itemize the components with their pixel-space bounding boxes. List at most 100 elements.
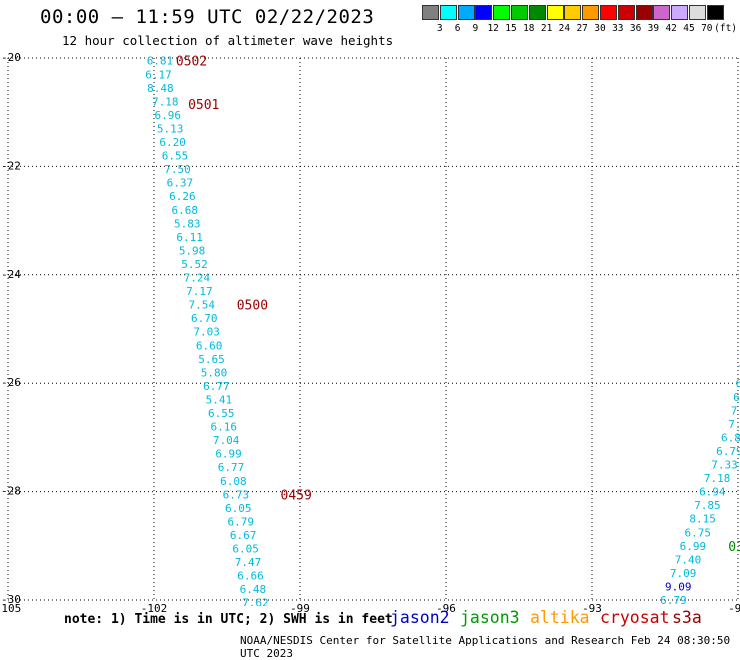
credit-line: NOAA/NESDIS Center for Satellite Applica… (240, 634, 731, 660)
color-swatch (528, 5, 546, 20)
wave-height-value: 6.37 (167, 177, 194, 190)
wave-height-value: 6.50 (736, 377, 740, 390)
time-label: 0500 (237, 299, 268, 314)
wave-height-value: 6.79 (716, 445, 740, 458)
wave-height-value: 6.77 (218, 461, 245, 474)
wave-height-value: 7.85 (694, 499, 721, 512)
y-tick-label: -26 (1, 376, 21, 389)
satellite-altika: altika (530, 608, 590, 627)
x-tick-label: -99 (290, 602, 310, 615)
wave-height-value: 7.04 (213, 434, 240, 447)
wave-height-value: 6.67 (230, 529, 256, 542)
wave-height-value: 6.79 (227, 515, 254, 528)
color-scale-label: 45 (683, 23, 695, 34)
y-tick-label: -22 (1, 159, 21, 172)
x-tick-label: -105 (0, 602, 21, 615)
color-swatch (439, 5, 457, 20)
color-scale-label: 21 (540, 23, 553, 34)
color-swatch (493, 5, 511, 20)
color-scale-label: 6 (454, 23, 461, 34)
color-scale-label: 9 (472, 23, 479, 34)
wave-height-value: 9.09 (665, 580, 692, 593)
wave-height-value: 6.17 (145, 68, 172, 81)
wave-height-value: 7.24 (184, 272, 211, 285)
satellite-s3a: s3a (672, 608, 702, 627)
wave-height-value: 7.46 (728, 418, 740, 431)
wave-height-value: 6.05 (225, 502, 252, 515)
color-swatch (689, 5, 706, 20)
satellite-jason3: jason3 (460, 608, 520, 627)
wave-height-value: 6.77 (203, 380, 230, 393)
time-label: 0502 (176, 55, 207, 70)
color-swatch (511, 5, 528, 20)
wave-height-value: 6.66 (237, 570, 264, 583)
wave-height-value: 6.05 (232, 543, 259, 556)
chart-subtitle: 12 hour collection of altimeter wave hei… (62, 33, 394, 48)
wave-height-value: 5.80 (201, 366, 228, 379)
wave-height-value: 6.79 (660, 594, 687, 607)
color-swatch (706, 5, 724, 20)
wave-height-value: 6.16 (210, 421, 237, 434)
wave-height-value: 6.68 (172, 204, 199, 217)
wave-height-value: 6.11 (176, 231, 203, 244)
wave-height-value: 5.98 (179, 244, 206, 257)
wave-height-value: 6.48 (240, 583, 266, 596)
wave-height-value: 7.18 (704, 472, 731, 485)
color-scale-label: 30 (594, 23, 606, 34)
wave-height-value: 7.40 (675, 553, 702, 566)
color-swatch (475, 5, 493, 20)
wave-height-value: 6.26 (169, 190, 196, 203)
wave-height-value: 7.47 (235, 556, 262, 569)
wave-height-value: 7.09 (670, 567, 697, 580)
wave-height-value: 6.60 (196, 339, 223, 352)
x-tick-label: -102 (141, 602, 168, 615)
color-scale-label: 39 (647, 23, 660, 34)
wave-height-value: 7.33 (711, 459, 738, 472)
wave-height-value: 7.62 (242, 597, 269, 610)
color-swatch (582, 5, 600, 20)
color-swatch (671, 5, 689, 20)
y-tick-label: -30 (1, 593, 21, 606)
wave-height-value: 7.12 (731, 404, 740, 417)
wave-height-value: 6.55 (208, 407, 235, 420)
x-tick-label: -90 (728, 602, 740, 615)
wave-height-value: 7.18 (152, 95, 179, 108)
wave-height-value: 7.50 (164, 163, 191, 176)
page-title: 00:00 – 11:59 UTC 02/22/2023 (40, 6, 375, 28)
color-swatch (617, 5, 635, 20)
color-scale-label: 42 (665, 23, 677, 34)
color-swatch (546, 5, 564, 20)
note-text: note: 1) Time is in UTC; 2) SWH is in fe… (64, 612, 393, 627)
color-swatch (422, 5, 439, 20)
color-swatch (457, 5, 475, 20)
color-scale-label: 12 (487, 23, 499, 34)
x-tick-label: -96 (436, 602, 456, 615)
satellite-jason2: jason2 (390, 608, 450, 627)
track-group: 6.816.178.487.186.965.136.206.557.506.37… (145, 55, 740, 610)
wave-height-value: 7.54 (189, 299, 216, 312)
wave-height-value: 7.17 (186, 285, 213, 298)
wave-height-value: 6.81 (721, 431, 740, 444)
wave-height-value: 6.55 (162, 150, 189, 163)
color-scale-label: 27 (576, 23, 588, 34)
color-scale-label: 3 (436, 23, 443, 34)
y-tick-label: -28 (1, 485, 21, 498)
color-scale-label: 18 (523, 23, 535, 34)
time-label: 0501 (188, 98, 219, 113)
color-scale-label: 15 (505, 23, 517, 34)
wave-height-value: 5.65 (198, 353, 225, 366)
color-scale-label: 70 (701, 23, 713, 34)
wave-height-value: 6.81 (147, 55, 174, 68)
wave-height-value: 6.08 (220, 475, 247, 488)
wave-height-value: 6.58 (733, 391, 740, 404)
wave-height-value: 6.96 (154, 109, 181, 122)
wave-height-value: 5.52 (181, 258, 208, 271)
time-label: 0459 (281, 488, 312, 503)
wave-height-value: 8.15 (689, 513, 716, 526)
wave-height-value: 6.99 (680, 540, 707, 553)
wave-height-value: 6.75 (684, 526, 711, 539)
color-scale-label: 24 (558, 23, 571, 34)
wave-height-value: 6.99 (215, 448, 242, 461)
wave-height-value: 6.94 (699, 486, 726, 499)
